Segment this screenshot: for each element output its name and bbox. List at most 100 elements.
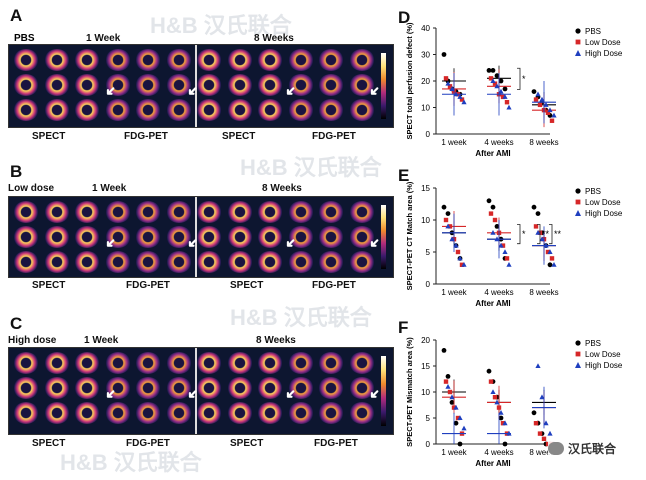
data-point-low-dose <box>492 81 498 86</box>
panel-c-images: ➜ ➜ ➜ ➜ <box>8 347 394 435</box>
scan-tile <box>135 201 161 223</box>
y-tick-label: 5 <box>426 414 431 423</box>
scan-tile <box>287 201 314 223</box>
legend-marker-low-dose <box>575 199 581 205</box>
data-point-low-dose <box>447 84 453 89</box>
scan-tile <box>226 251 253 273</box>
data-point-pbs <box>486 198 492 204</box>
data-point-low-dose <box>500 94 506 100</box>
chart-d: 0 10 20 30 40 1 week 4 weeks 8 weeks After AMI SP… <box>405 22 623 158</box>
scan-tile <box>257 251 283 273</box>
data-point-pbs <box>535 211 541 216</box>
scan-tile <box>196 402 222 424</box>
scan-tile <box>74 377 100 399</box>
panel-a-timepoint-1: 1 Week <box>86 33 121 44</box>
scan-tile <box>226 402 253 424</box>
scan-tile <box>74 99 100 121</box>
scan-tile <box>104 402 131 424</box>
scan-tile <box>165 49 192 71</box>
data-point-low-dose <box>492 217 498 223</box>
data-point-high-dose <box>502 94 508 99</box>
scan-tile <box>226 99 253 121</box>
panel-b-timepoint-1: 1 Week <box>92 183 127 194</box>
data-point-low-dose <box>488 211 494 216</box>
x-axis-label: After AMI <box>475 459 510 468</box>
data-point-low-dose <box>537 102 543 108</box>
scan-tile <box>165 352 192 374</box>
scan-tile <box>257 201 283 223</box>
scan-tile <box>226 201 253 223</box>
scan-tile <box>196 377 222 399</box>
panel-c-label-spect-1: SPECT <box>32 438 66 449</box>
significance-label: ** <box>542 229 550 239</box>
scan-tile <box>348 201 375 223</box>
data-point-low-dose <box>504 256 510 261</box>
scan-tile <box>135 352 161 374</box>
panel-a-label-pet-1: FDG-PET <box>124 131 168 142</box>
scan-tile <box>348 402 375 424</box>
data-point-pbs <box>531 89 537 94</box>
data-point-pbs <box>441 52 447 57</box>
scan-tile <box>287 99 314 121</box>
legend-label: PBS <box>585 27 601 36</box>
panel-b-condition: Low dose <box>8 183 55 194</box>
y-tick-label: 15 <box>421 362 430 371</box>
y-axis-label: SPECT-PET Mismatch area (%) <box>405 337 414 447</box>
scan-tile <box>226 352 253 374</box>
scan-tile <box>318 201 344 223</box>
data-point-low-dose <box>500 421 506 426</box>
scan-tile <box>13 49 39 71</box>
y-tick-label: 0 <box>426 280 431 289</box>
scan-tile <box>74 74 100 96</box>
scan-tile <box>287 49 314 71</box>
panel-b-label-pet-1: FDG-PET <box>126 280 170 291</box>
panel-c-label-pet-2: FDG-PET <box>314 438 358 449</box>
legend-marker-pbs <box>575 28 581 34</box>
panel-b-images: ➜ ➜ ➜ ➜ <box>8 196 394 278</box>
corner-mark: 汉氏联合 <box>548 440 617 457</box>
data-point-high-dose <box>506 104 512 110</box>
panel-a-timepoint-2: 8 Weeks <box>254 33 294 44</box>
x-tick-label: 1 week <box>441 138 467 147</box>
scan-tile <box>104 377 131 399</box>
strip-divider <box>195 197 197 277</box>
x-tick-label: 4 weeks <box>484 448 513 457</box>
watermark: H&B 汉氏联合 <box>230 305 372 330</box>
wechat-icon <box>548 442 564 455</box>
y-tick-label: 30 <box>421 51 430 60</box>
data-point-low-dose <box>533 421 539 426</box>
panel-f-letter: F <box>398 318 409 337</box>
scan-tile <box>43 226 70 248</box>
data-point-low-dose <box>459 97 465 102</box>
scan-tile <box>318 377 344 399</box>
panel-c-label-spect-2: SPECT <box>230 438 264 449</box>
data-point-pbs <box>531 410 537 416</box>
scan-tile <box>348 74 375 96</box>
scan-tile <box>74 49 100 71</box>
data-point-high-dose <box>453 404 459 410</box>
data-point-high-dose <box>539 394 545 400</box>
data-point-high-dose <box>535 91 541 97</box>
panel-a-label-spect-1: SPECT <box>32 131 66 142</box>
data-point-pbs <box>486 368 492 374</box>
x-tick-label: 1 week <box>441 288 467 297</box>
data-point-pbs <box>445 374 451 379</box>
scan-tile <box>257 402 283 424</box>
legend-marker-high-dose <box>575 210 581 216</box>
legend-marker-high-dose <box>575 50 581 56</box>
y-tick-label: 10 <box>421 104 430 113</box>
data-point-high-dose <box>506 262 512 267</box>
scan-tile <box>135 402 161 424</box>
data-point-high-dose <box>502 420 508 426</box>
data-point-pbs <box>490 68 496 73</box>
scan-tile <box>318 74 344 96</box>
scan-tile <box>165 74 192 96</box>
panel-e-letter: E <box>398 166 410 185</box>
scan-tile <box>135 226 161 248</box>
scan-tile <box>287 352 314 374</box>
scan-tile <box>226 74 253 96</box>
scan-tile <box>348 352 375 374</box>
scan-tile <box>257 99 283 121</box>
data-point-high-dose <box>494 83 500 89</box>
significance-bracket <box>549 224 553 245</box>
